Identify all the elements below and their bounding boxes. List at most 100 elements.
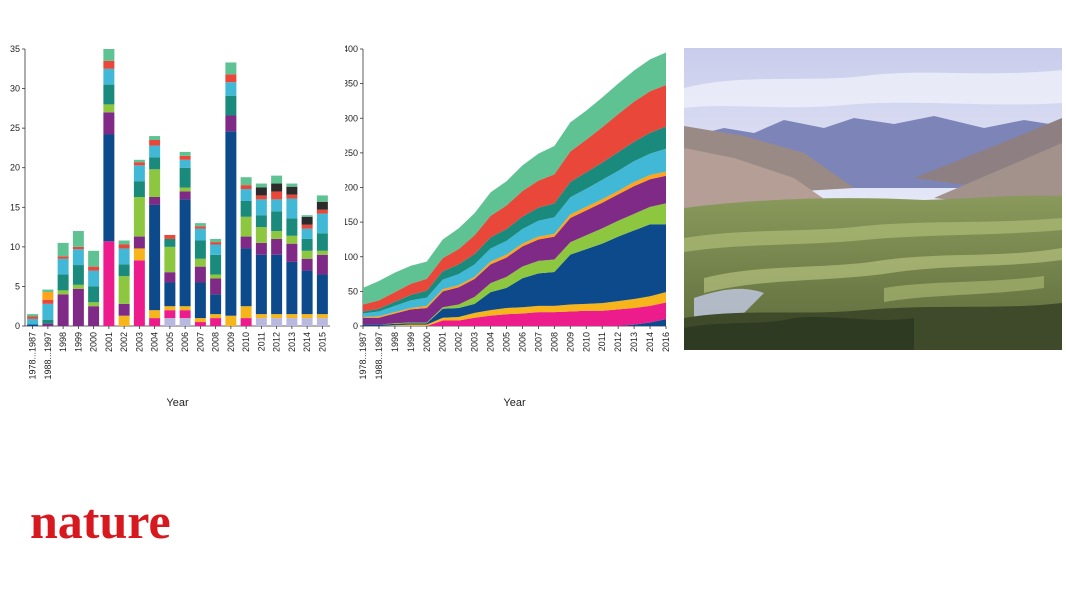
- bar-segment: [164, 310, 176, 319]
- bar-segment: [42, 299, 54, 304]
- area-series: [363, 319, 666, 326]
- bar-segment: [286, 261, 298, 315]
- y-tick-label: 50: [348, 286, 358, 296]
- bar-segment: [210, 244, 222, 255]
- bar-segment: [27, 314, 39, 317]
- bar-segment: [301, 318, 313, 326]
- bar-segment: [225, 95, 237, 116]
- bar-segment: [316, 318, 328, 326]
- bar-segment: [194, 228, 206, 241]
- x-tick-label: 2009: [565, 332, 575, 352]
- bar-segment: [240, 318, 252, 326]
- bar-segment: [103, 60, 115, 69]
- bar-segment: [42, 289, 54, 292]
- bar-segment: [271, 191, 283, 200]
- bar-segment: [88, 266, 100, 271]
- x-tick-label: 2002: [454, 332, 464, 352]
- x-tick-label: 2001: [438, 332, 448, 352]
- x-axis-label: Year: [166, 397, 189, 409]
- bar-segment: [133, 236, 145, 249]
- x-tick-label: 1978...1987: [28, 332, 38, 380]
- bar-segment: [72, 265, 84, 285]
- y-tick-label: 10: [10, 242, 20, 252]
- bar-segment: [88, 302, 100, 307]
- bar-segment: [133, 159, 145, 163]
- bar-segment: [301, 270, 313, 315]
- bar-segment: [88, 250, 100, 267]
- area-series: [363, 52, 666, 305]
- y-tick-label: 20: [10, 163, 20, 173]
- x-tick-label: 2007: [533, 332, 543, 352]
- area-series: [363, 175, 666, 325]
- bar-segment: [240, 185, 252, 190]
- bar-segment: [164, 318, 176, 326]
- bar-segment: [118, 264, 130, 277]
- bar-segment: [255, 199, 267, 216]
- x-tick-label: 2004: [150, 332, 160, 352]
- bar-segment: [286, 198, 298, 219]
- y-tick-label: 300: [345, 113, 358, 123]
- bar-segment: [133, 165, 145, 182]
- bar-segment: [225, 131, 237, 316]
- bar-chart-svg: 0 5 10 15 20 25 30 35 1978...1987 1988...1997 1998…: [10, 44, 330, 409]
- bar-segment: [194, 322, 206, 326]
- bar-segment: [164, 246, 176, 273]
- bar-segment: [210, 278, 222, 295]
- bar-segment: [194, 258, 206, 267]
- x-tick-label: 1998: [390, 332, 400, 352]
- bar-segment: [164, 272, 176, 283]
- bar-segment: [255, 318, 267, 326]
- area-chart-svg: 0 50 100 150 200 250 300 350 400 1978...1987 1988.…: [343, 44, 671, 409]
- bar-segment: [149, 318, 161, 326]
- bar-segment: [301, 224, 313, 229]
- y-tick-label: 400: [345, 44, 358, 54]
- x-axis-label: Year: [503, 397, 526, 409]
- bar-segment: [118, 303, 130, 316]
- x-tick-label: 2013: [287, 332, 297, 352]
- y-tick-label: 350: [345, 79, 358, 89]
- nature-logo: nature: [30, 492, 210, 552]
- bar-segment: [240, 306, 252, 319]
- bar-segment: [301, 314, 313, 319]
- stacked-bar-chart: 0 5 10 15 20 25 30 35 1978...1987 1988...1997 1998…: [0, 0, 340, 420]
- area-series: [363, 148, 666, 317]
- bar-segment: [301, 216, 313, 225]
- bar-segment: [72, 249, 84, 266]
- bar-segment: [210, 274, 222, 279]
- bar-segment: [42, 303, 54, 320]
- bar-segment: [118, 248, 130, 265]
- bar-segment: [255, 215, 267, 228]
- bar-segment: [57, 242, 69, 257]
- bar-segment: [103, 134, 115, 242]
- bar-segment: [210, 314, 222, 319]
- bar-segment: [210, 242, 222, 245]
- bar-segment: [271, 314, 283, 319]
- area-series: [363, 302, 666, 326]
- bar-segment: [255, 314, 267, 319]
- bar-segment: [57, 290, 69, 295]
- bar-segment: [72, 246, 84, 250]
- bar-segment: [27, 324, 39, 326]
- y-tick-label: 35: [10, 44, 20, 54]
- bar-segment: [210, 254, 222, 275]
- y-tick-label: 150: [345, 217, 358, 227]
- bar-segment: [57, 274, 69, 291]
- bar-segment: [286, 194, 298, 199]
- bar-segment: [103, 84, 115, 105]
- bar-segment: [179, 191, 191, 200]
- bar-segment: [210, 294, 222, 315]
- bar-segment: [301, 258, 313, 271]
- bar-segment: [255, 183, 267, 188]
- bar-segment: [316, 195, 328, 202]
- area-series: [363, 85, 666, 312]
- bar-segment: [255, 254, 267, 315]
- bar-segment: [271, 238, 283, 255]
- bar-segment: [271, 318, 283, 326]
- bar-segment: [286, 183, 298, 187]
- bar-segment: [118, 276, 130, 304]
- bar-segment: [210, 238, 222, 243]
- bar-segment: [179, 187, 191, 192]
- bar-segment: [225, 315, 237, 326]
- bar-segment: [255, 187, 267, 196]
- bar-segment: [164, 306, 176, 311]
